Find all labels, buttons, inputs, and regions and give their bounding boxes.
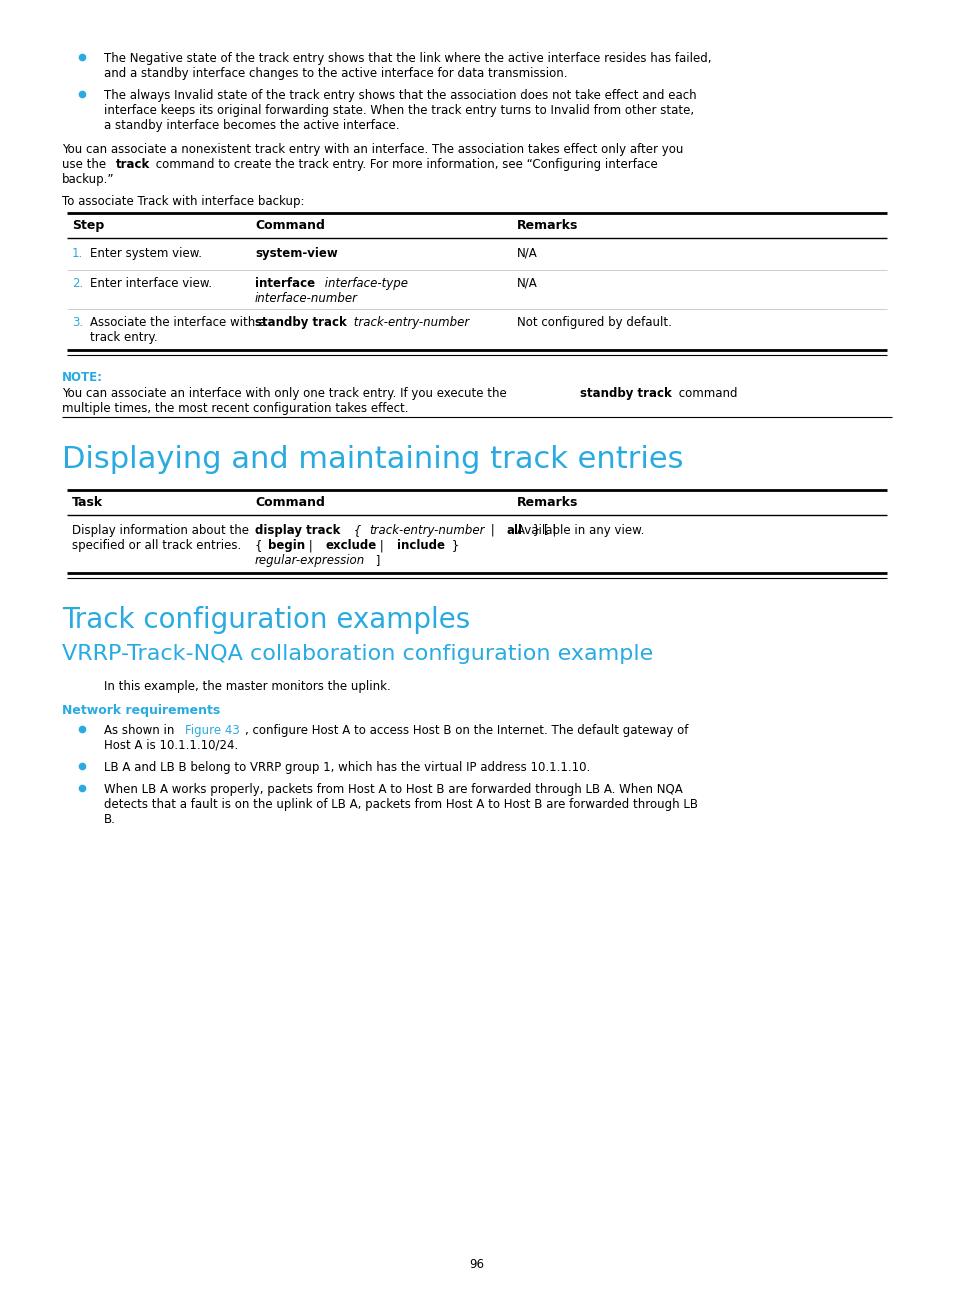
Text: VRRP-Track-NQA collaboration configuration example: VRRP-Track-NQA collaboration configurati…	[62, 644, 653, 664]
Text: begin: begin	[268, 539, 305, 552]
Text: To associate Track with interface backup:: To associate Track with interface backup…	[62, 194, 304, 207]
Text: As shown in: As shown in	[104, 724, 178, 737]
Text: Command: Command	[254, 219, 325, 232]
Text: Enter interface view.: Enter interface view.	[90, 277, 212, 290]
Text: Associate the interface with a: Associate the interface with a	[90, 316, 266, 329]
Text: LB A and LB B belong to VRRP group 1, which has the virtual IP address 10.1.1.10: LB A and LB B belong to VRRP group 1, wh…	[104, 761, 590, 774]
Text: Step: Step	[71, 219, 104, 232]
Text: Available in any view.: Available in any view.	[517, 524, 643, 537]
Text: , configure Host A to access Host B on the Internet. The default gateway of: , configure Host A to access Host B on t…	[245, 724, 688, 737]
Text: 1.: 1.	[71, 248, 83, 260]
Text: Network requirements: Network requirements	[62, 704, 220, 717]
Text: N/A: N/A	[517, 277, 537, 290]
Text: use the: use the	[62, 158, 110, 171]
Text: |: |	[376, 539, 388, 552]
Text: {: {	[254, 539, 266, 552]
Text: When LB A works properly, packets from Host A to Host B are forwarded through LB: When LB A works properly, packets from H…	[104, 783, 682, 796]
Text: all: all	[506, 524, 522, 537]
Text: command: command	[675, 388, 737, 400]
Text: track: track	[115, 158, 150, 171]
Text: The Negative state of the track entry shows that the link where the active inter: The Negative state of the track entry sh…	[104, 52, 711, 65]
Text: track-entry-number: track-entry-number	[350, 316, 469, 329]
Text: }: }	[447, 539, 458, 552]
Text: Display information about the: Display information about the	[71, 524, 249, 537]
Text: Not configured by default.: Not configured by default.	[517, 316, 671, 329]
Text: |: |	[486, 524, 497, 537]
Text: Figure 43: Figure 43	[185, 724, 239, 737]
Text: Displaying and maintaining track entries: Displaying and maintaining track entries	[62, 445, 682, 474]
Text: Enter system view.: Enter system view.	[90, 248, 202, 260]
Text: |: |	[305, 539, 316, 552]
Text: backup.”: backup.”	[62, 172, 114, 187]
Text: You can associate a nonexistent track entry with an interface. The association t: You can associate a nonexistent track en…	[62, 143, 682, 156]
Text: a standby interface becomes the active interface.: a standby interface becomes the active i…	[104, 119, 399, 132]
Text: ]: ]	[372, 553, 380, 568]
Text: standby track: standby track	[254, 316, 346, 329]
Text: and a standby interface changes to the active interface for data transmission.: and a standby interface changes to the a…	[104, 67, 567, 80]
Text: } [ |: } [ |	[528, 524, 556, 537]
Text: {: {	[350, 524, 365, 537]
Text: track-entry-number: track-entry-number	[369, 524, 485, 537]
Text: multiple times, the most recent configuration takes effect.: multiple times, the most recent configur…	[62, 402, 408, 415]
Text: interface: interface	[254, 277, 314, 290]
Text: 3.: 3.	[71, 316, 83, 329]
Text: 2.: 2.	[71, 277, 83, 290]
Text: exclude: exclude	[325, 539, 376, 552]
Text: include: include	[396, 539, 444, 552]
Text: Command: Command	[254, 496, 325, 509]
Text: detects that a fault is on the uplink of LB A, packets from Host A to Host B are: detects that a fault is on the uplink of…	[104, 798, 698, 811]
Text: In this example, the master monitors the uplink.: In this example, the master monitors the…	[104, 680, 391, 693]
Text: Remarks: Remarks	[517, 219, 578, 232]
Text: Track configuration examples: Track configuration examples	[62, 607, 470, 634]
Text: display track: display track	[254, 524, 340, 537]
Text: Task: Task	[71, 496, 103, 509]
Text: Host A is 10.1.1.10/24.: Host A is 10.1.1.10/24.	[104, 739, 238, 752]
Text: The always Invalid state of the track entry shows that the association does not : The always Invalid state of the track en…	[104, 89, 696, 102]
Text: interface-number: interface-number	[254, 292, 357, 305]
Text: track entry.: track entry.	[90, 330, 157, 343]
Text: You can associate an interface with only one track entry. If you execute the: You can associate an interface with only…	[62, 388, 510, 400]
Text: specified or all track entries.: specified or all track entries.	[71, 539, 241, 552]
Text: 96: 96	[469, 1258, 484, 1271]
Text: interface keeps its original forwarding state. When the track entry turns to Inv: interface keeps its original forwarding …	[104, 104, 694, 117]
Text: command to create the track entry. For more information, see “Configuring interf: command to create the track entry. For m…	[152, 158, 658, 171]
Text: system-view: system-view	[254, 248, 337, 260]
Text: standby track: standby track	[579, 388, 671, 400]
Text: interface-type: interface-type	[320, 277, 408, 290]
Text: regular-expression: regular-expression	[254, 553, 365, 568]
Text: B.: B.	[104, 813, 115, 826]
Text: Remarks: Remarks	[517, 496, 578, 509]
Text: N/A: N/A	[517, 248, 537, 260]
Text: NOTE:: NOTE:	[62, 371, 103, 384]
